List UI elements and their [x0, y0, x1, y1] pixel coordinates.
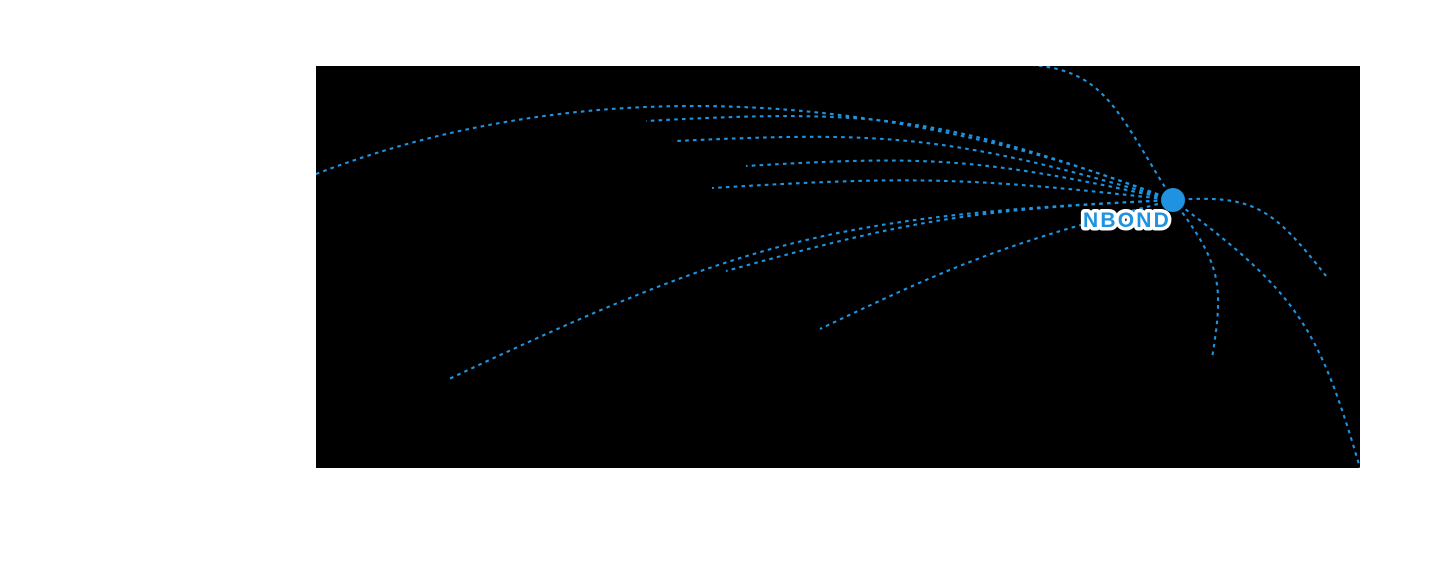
- svg-text:NBOND: NBOND: [1083, 209, 1171, 232]
